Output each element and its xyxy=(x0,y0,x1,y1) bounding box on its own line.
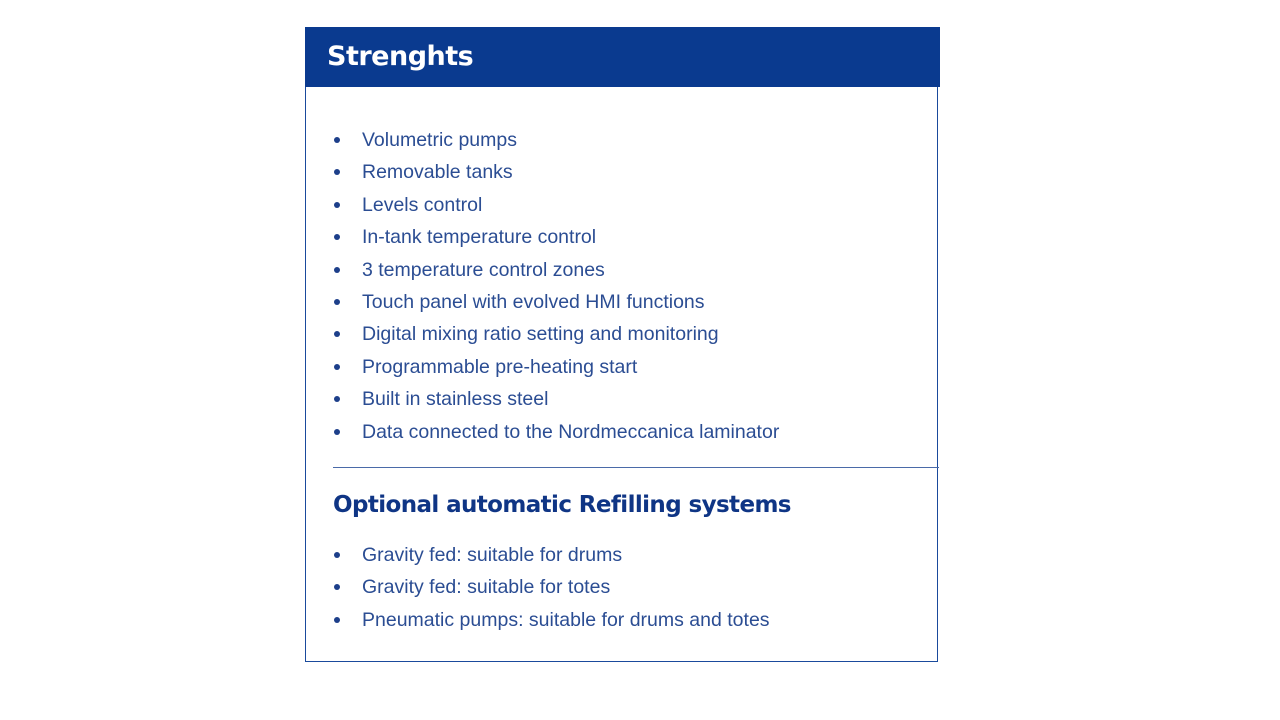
list-item-text: Gravity fed: suitable for drums xyxy=(362,544,623,566)
list-item-text: Levels control xyxy=(362,193,483,216)
bullet-icon xyxy=(334,169,340,176)
bullet-icon xyxy=(334,428,340,435)
list-item: 3 temperature control zones xyxy=(333,254,779,286)
list-item: Digital mixing ratio setting and monitor… xyxy=(333,318,779,350)
list-item: Removable tanks xyxy=(333,156,779,188)
list-item-text: Data connected to the Nordmeccanica lami… xyxy=(362,420,780,443)
bullet-icon xyxy=(334,137,340,143)
list-item: Gravity fed: suitable for drums xyxy=(333,539,770,571)
optional-list: Gravity fed: suitable for drums Gravity f… xyxy=(333,539,770,636)
optional-heading: Optional automatic Refilling systems xyxy=(333,492,792,518)
strengths-panel xyxy=(305,27,938,662)
list-item-text: Touch panel with evolved HMI functions xyxy=(362,290,705,313)
list-item-text: Gravity fed: suitable for totes xyxy=(362,576,611,599)
panel-title: Strenghts xyxy=(327,41,474,72)
list-item-text: Programmable pre-heating start xyxy=(362,355,638,378)
list-item: Data connected to the Nordmeccanica lami… xyxy=(333,416,779,448)
list-item: In-tank temperature control xyxy=(333,221,779,253)
list-item-text: Pneumatic pumps: suitable for drums and … xyxy=(362,608,770,631)
list-item: Levels control xyxy=(333,189,779,221)
list-item: Volumetric pumps xyxy=(333,124,779,156)
strengths-list: Volumetric pumps Removable tanks Levels co… xyxy=(333,124,779,448)
bullet-icon xyxy=(334,584,340,591)
bullet-icon xyxy=(334,552,340,558)
bullet-icon xyxy=(334,616,340,623)
divider xyxy=(333,467,939,468)
list-item: Touch panel with evolved HMI functions xyxy=(333,286,779,318)
bullet-icon xyxy=(334,363,340,370)
bullet-icon xyxy=(334,396,340,403)
bullet-icon xyxy=(334,266,340,273)
list-item-text: In-tank temperature control xyxy=(362,226,597,249)
list-item-text: Digital mixing ratio setting and monitor… xyxy=(362,323,719,346)
list-item-text: 3 temperature control zones xyxy=(362,258,605,281)
list-item: Built in stainless steel xyxy=(333,383,779,415)
list-item: Pneumatic pumps: suitable for drums and … xyxy=(333,604,770,636)
panel-header: Strenghts xyxy=(305,27,940,87)
bullet-icon xyxy=(334,331,340,338)
list-item-text: Volumetric pumps xyxy=(362,129,517,151)
bullet-icon xyxy=(334,234,340,241)
list-item: Programmable pre-heating start xyxy=(333,351,779,383)
bullet-icon xyxy=(334,201,340,208)
list-item: Gravity fed: suitable for totes xyxy=(333,571,770,603)
list-item-text: Built in stainless steel xyxy=(362,388,549,411)
bullet-icon xyxy=(334,298,340,305)
list-item-text: Removable tanks xyxy=(362,161,513,184)
